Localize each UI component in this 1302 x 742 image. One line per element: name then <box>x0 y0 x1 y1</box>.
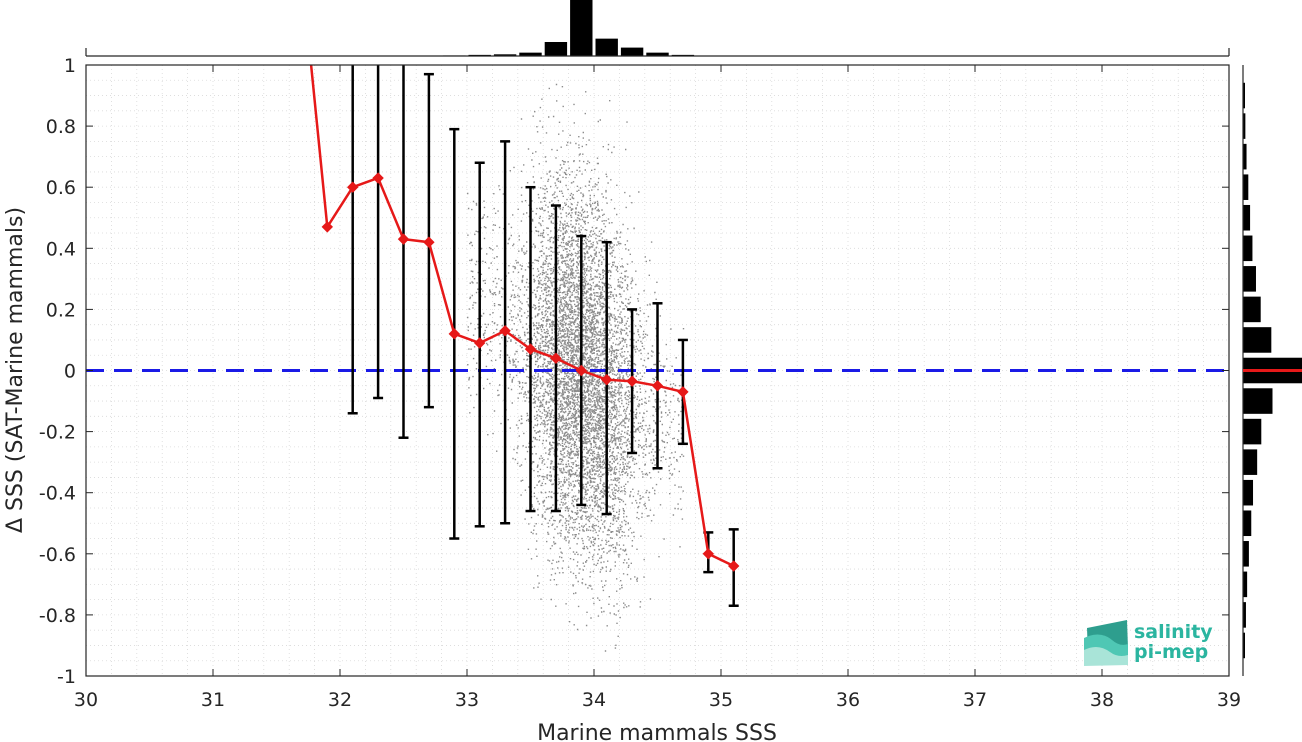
right-histogram-bar <box>1243 510 1252 537</box>
x-tick-label: 39 <box>1217 689 1241 711</box>
y-tick-label: -1 <box>57 666 76 688</box>
mean-marker <box>397 233 410 245</box>
right-histogram-bar <box>1243 388 1273 414</box>
mean-marker <box>600 373 613 386</box>
right-histogram-bar <box>1243 82 1245 109</box>
y-tick-label: 0.6 <box>46 177 76 199</box>
right-histogram-bar <box>1243 266 1256 292</box>
y-tick-label: -0.4 <box>39 483 76 505</box>
y-tick-label: -0.2 <box>39 422 76 444</box>
x-tick-label: 36 <box>836 689 860 711</box>
y-tick-label: 0.4 <box>46 238 76 260</box>
mean-marker <box>346 181 359 193</box>
mean-marker <box>702 548 715 560</box>
right-histogram-bar <box>1243 449 1258 475</box>
binned-mean-markers <box>321 172 740 572</box>
mean-marker <box>626 375 638 387</box>
mean-marker <box>321 221 334 233</box>
mean-marker <box>575 364 588 377</box>
top-histogram-bar <box>646 52 669 56</box>
mean-marker <box>372 172 384 184</box>
logo-line1: salinity <box>1134 621 1213 643</box>
x-tick-label: 37 <box>963 689 987 711</box>
y-tick-label: 0.2 <box>46 299 76 321</box>
x-ticks: 30 31 32 33 34 35 36 37 38 39 <box>74 65 1241 711</box>
right-histogram-bar <box>1243 174 1249 200</box>
mean-marker <box>677 386 689 398</box>
y-tick-label: -0.8 <box>39 605 76 627</box>
right-histogram-bar <box>1243 602 1246 628</box>
top-histogram <box>85 0 1230 57</box>
top-histogram-bar <box>493 54 517 56</box>
top-histogram-bar <box>595 38 618 56</box>
y-tick-label: -0.6 <box>39 544 76 566</box>
mean-marker <box>448 328 461 340</box>
x-axis-title: Marine mammals SSS <box>537 721 777 742</box>
top-histogram-bar <box>570 0 593 56</box>
mean-marker <box>524 343 537 355</box>
x-tick-label: 35 <box>709 689 733 711</box>
right-histogram-bar <box>1243 143 1247 170</box>
y-tick-label: 1 <box>64 55 76 77</box>
x-tick-label: 34 <box>582 689 606 711</box>
mean-marker <box>550 352 562 364</box>
mean-marker <box>473 337 486 349</box>
right-histogram-bar <box>1243 541 1249 567</box>
right-histogram-bar <box>1243 418 1262 445</box>
right-histogram <box>1242 65 1302 676</box>
logo-line2: pi-mep <box>1134 641 1208 663</box>
top-histogram-bar <box>620 47 644 56</box>
y-ticks: -1 -0.8 -0.6 -0.4 -0.2 0 0.2 0.4 0.6 0.8 1 <box>39 55 1229 688</box>
x-tick-label: 32 <box>328 689 352 711</box>
right-histogram-bar <box>1243 235 1253 262</box>
y-tick-label: 0.8 <box>46 116 76 138</box>
x-tick-label: 31 <box>201 689 225 711</box>
top-histogram-bar <box>544 42 568 56</box>
right-histogram-bar <box>1243 204 1251 231</box>
x-tick-label: 38 <box>1090 689 1114 711</box>
logo-wave-icon <box>1084 620 1128 666</box>
right-histogram-bar <box>1243 327 1272 353</box>
mean-marker <box>727 560 740 572</box>
mean-marker <box>651 380 664 392</box>
right-histogram-bar <box>1243 479 1254 506</box>
right-histogram-bar <box>1243 296 1261 323</box>
right-histogram-bar <box>1243 632 1245 659</box>
x-tick-label: 30 <box>74 689 98 711</box>
mean-marker <box>499 325 511 337</box>
y-tick-label: 0 <box>64 361 76 383</box>
right-histogram-bar <box>1243 113 1246 139</box>
main-plot: 30 31 32 33 34 35 36 37 38 39 -1 -0.8 -0.6 -0.4 -0.2 0… <box>39 55 1241 711</box>
y-axis-title: Δ SSS (SAT-Marine mammals) <box>3 207 28 533</box>
right-histogram-bar <box>1243 571 1248 598</box>
x-tick-label: 33 <box>455 689 479 711</box>
top-histogram-bar <box>519 52 542 56</box>
mean-marker <box>423 236 435 248</box>
salinity-pimep-logo: salinity pi-mep <box>1084 620 1213 666</box>
